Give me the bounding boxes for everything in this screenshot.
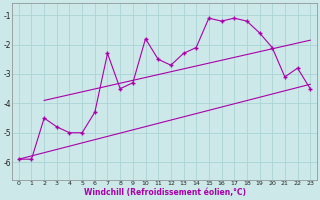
- X-axis label: Windchill (Refroidissement éolien,°C): Windchill (Refroidissement éolien,°C): [84, 188, 245, 197]
